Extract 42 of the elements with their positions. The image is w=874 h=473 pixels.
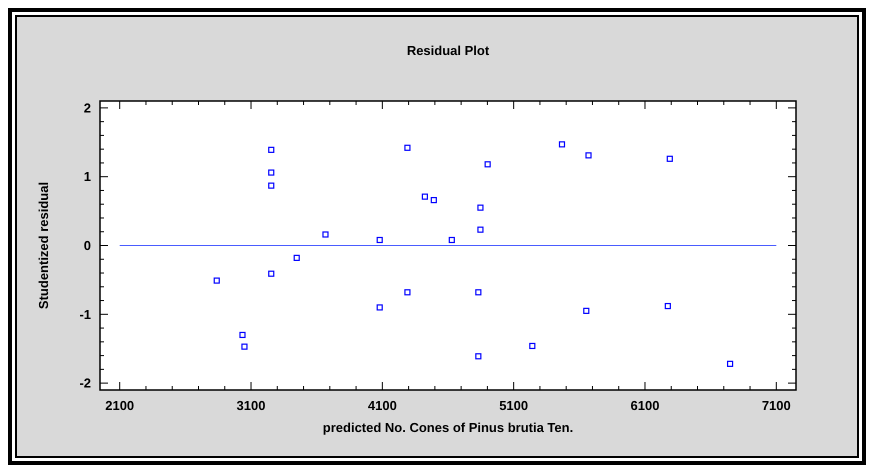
y-tick-label: -1 [79,306,91,322]
point [422,194,428,200]
chart-title: Residual Plot [406,43,490,58]
point [666,156,673,162]
point [404,289,411,296]
y-tick-label: 0 [84,238,91,253]
x-tick-label: 7100 [762,398,791,413]
point [477,204,484,211]
x-tick-label: 3100 [236,398,266,413]
point [475,289,482,296]
y-tick-label: -2 [79,376,91,391]
point [484,161,491,168]
point [214,277,220,284]
point [268,270,274,277]
y-axis-title: Studentized residual [36,182,51,310]
x-tick-label: 4100 [368,398,397,413]
point [322,231,329,238]
point [583,308,590,314]
point [477,226,484,233]
x-axis-title: predicted No. Cones of Pinus brutia Ten. [322,420,574,435]
point [376,304,383,311]
point [529,342,536,350]
point [475,353,482,360]
point [239,332,246,338]
point [268,146,274,153]
point [404,144,411,151]
point [376,236,383,244]
point [726,360,734,367]
y-tick-label: 2 [84,100,91,116]
x-tick-label: 6100 [630,398,660,413]
point [430,196,437,204]
point [294,254,300,261]
point [585,152,592,158]
point [448,236,455,244]
x-tick-label: 5100 [499,398,528,413]
point [268,169,274,176]
point [241,344,248,350]
point [664,302,671,310]
point [268,182,274,189]
x-tick-label: 2100 [105,398,134,413]
y-tick-label: 1 [84,169,91,184]
point [558,141,566,148]
